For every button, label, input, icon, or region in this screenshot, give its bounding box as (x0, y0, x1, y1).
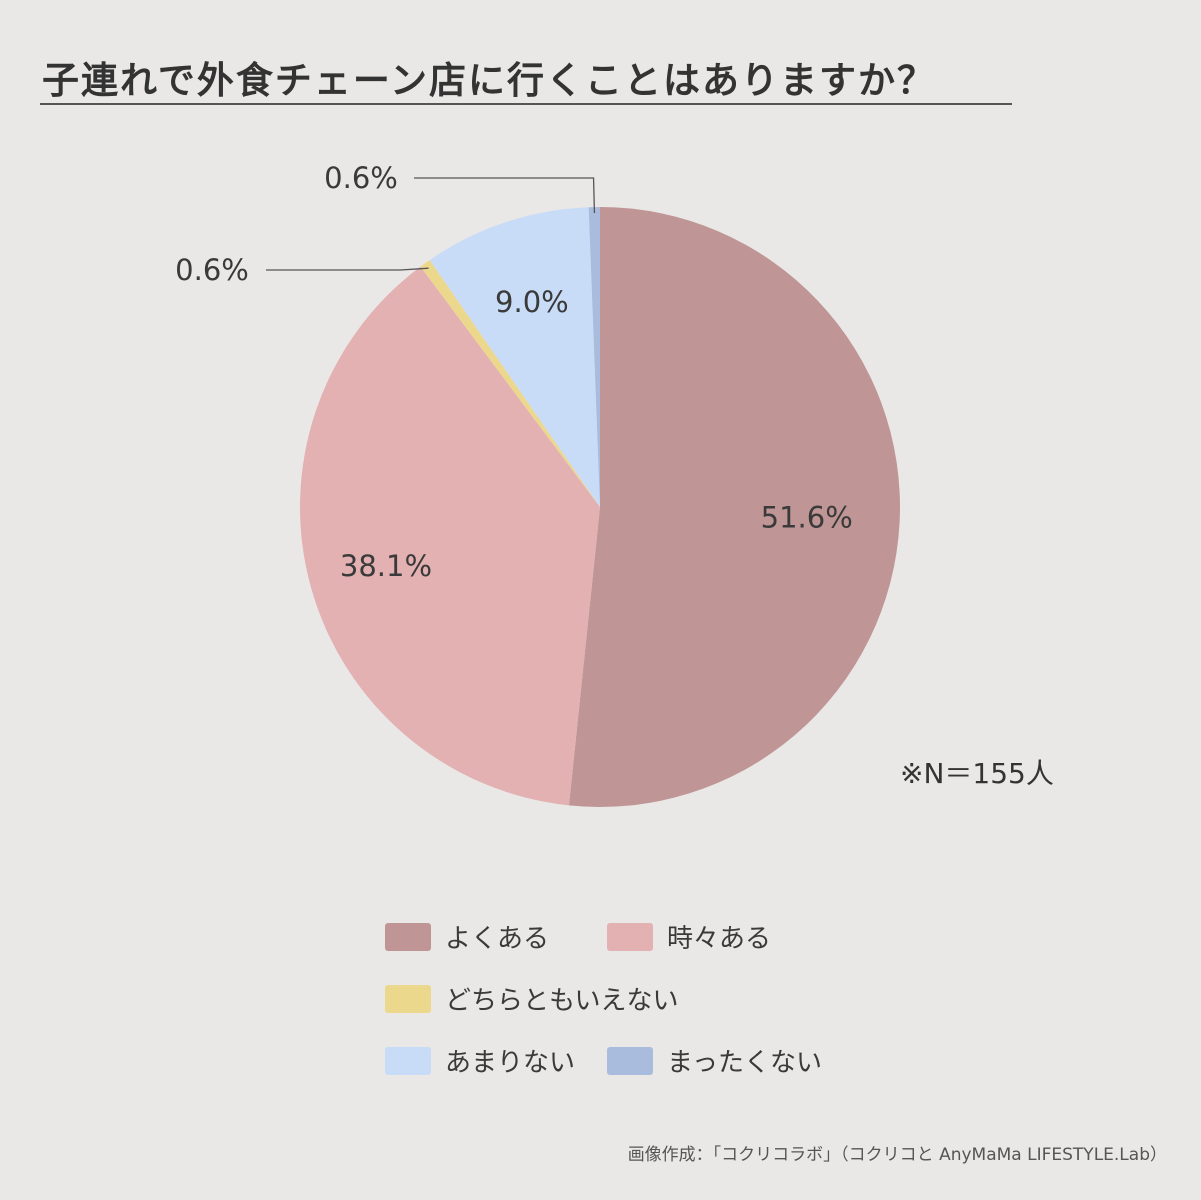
legend-item-dochira-tomo-ienai: どちらともいえない (385, 980, 678, 1017)
chart-title: 子連れで外食チェーン店に行くことはありますか？ (42, 59, 937, 102)
legend-swatch (385, 1046, 431, 1075)
slice-value-label: 0.6% (324, 161, 398, 195)
pie-slice (300, 266, 600, 806)
legend-label: あまりない (445, 1048, 576, 1078)
pie-slice (429, 207, 600, 507)
legend-label: まったくない (667, 1048, 822, 1078)
title-underline (40, 103, 1012, 105)
slice-value-label: 51.6% (761, 501, 853, 535)
legend-swatch (607, 1046, 653, 1075)
leader-lines (266, 177, 596, 271)
legend-label: よくある (445, 924, 550, 954)
legend-swatch (385, 922, 431, 951)
slice-labels: 51.6% 38.1% 0.6% 9.0% 0.6% (175, 161, 853, 583)
legend-item-amari-nai: あまりない (385, 1042, 575, 1079)
sample-size-note: ※N＝155人 (900, 757, 1054, 790)
legend-swatch (607, 922, 653, 951)
legend-item-yoku-aru: よくある (385, 918, 549, 955)
pie-slice (568, 207, 901, 807)
pie-slice (420, 260, 600, 507)
legend-swatch (385, 984, 431, 1013)
pie-slice (588, 207, 600, 507)
pie-chart: 51.6% 38.1% 0.6% 9.0% 0.6% (175, 161, 901, 807)
leader-line (414, 177, 596, 214)
leader-line (266, 267, 429, 271)
legend-item-mattaku-nai: まったくない (607, 1042, 822, 1079)
legend-label: 時々ある (667, 924, 772, 954)
legend-label: どちらともいえない (445, 986, 679, 1016)
slice-value-label: 38.1% (340, 549, 432, 583)
legend-item-tokidoki-aru: 時々ある (607, 918, 771, 955)
slice-value-label: 0.6% (175, 253, 249, 287)
image-credit: 画像作成：「コクリコラボ」（コクリコと AnyMaMa LIFESTYLE.La… (627, 1145, 1167, 1165)
slice-value-label: 9.0% (495, 285, 569, 319)
pie-slices (300, 207, 901, 807)
